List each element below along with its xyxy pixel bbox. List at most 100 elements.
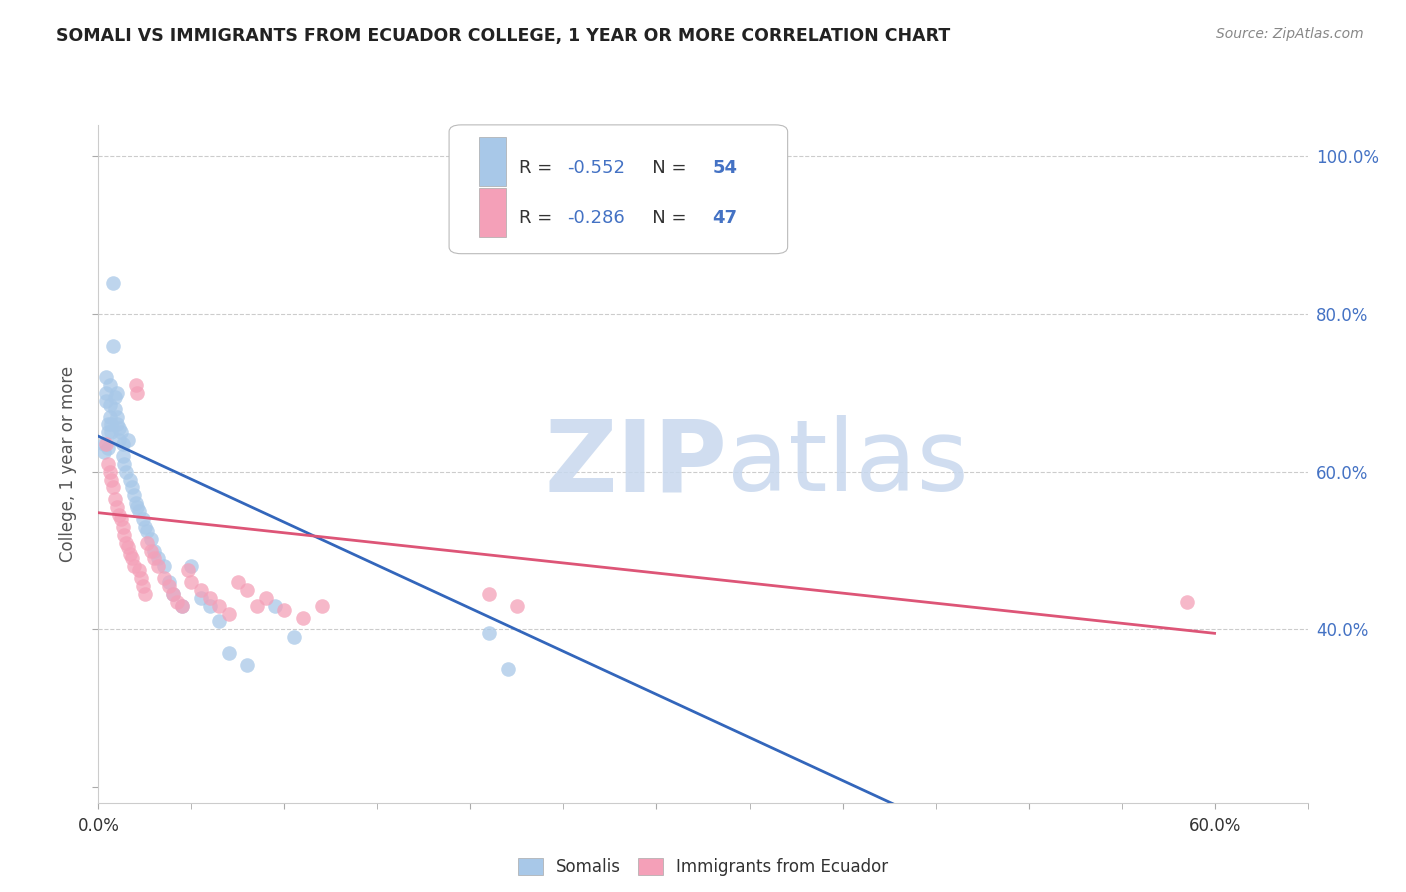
Point: [111, 449, 134, 463]
Point: [129, 571, 152, 585]
Point: [94, 393, 117, 408]
Point: [157, 579, 180, 593]
Point: [128, 563, 150, 577]
Point: [135, 524, 157, 538]
Point: [190, 582, 212, 597]
Point: [172, 599, 194, 613]
Point: [143, 551, 166, 566]
Point: [132, 512, 155, 526]
Text: ZIP: ZIP: [544, 416, 727, 512]
Point: [105, 385, 128, 400]
Point: [127, 500, 149, 515]
Point: [236, 582, 259, 597]
Point: [152, 559, 174, 574]
Point: [100, 417, 122, 432]
Point: [103, 338, 125, 352]
Point: [135, 535, 157, 549]
Point: [180, 575, 202, 590]
Text: N =: N =: [636, 209, 693, 227]
Point: [134, 587, 156, 601]
Point: [496, 662, 519, 676]
Point: [111, 520, 134, 534]
Point: [100, 425, 122, 440]
Point: [146, 551, 169, 566]
FancyBboxPatch shape: [479, 188, 506, 236]
Point: [105, 417, 128, 432]
Point: [104, 390, 127, 404]
Point: [97, 417, 120, 432]
Point: [245, 599, 267, 613]
Point: [273, 602, 295, 616]
Text: N =: N =: [636, 160, 693, 178]
Point: [264, 599, 287, 613]
Point: [94, 437, 117, 451]
Point: [117, 433, 139, 447]
Point: [118, 473, 141, 487]
Point: [172, 599, 194, 613]
Point: [118, 548, 141, 562]
Point: [115, 465, 138, 479]
Text: -0.286: -0.286: [568, 209, 626, 227]
Point: [208, 615, 231, 629]
Point: [122, 559, 145, 574]
Point: [122, 488, 145, 502]
Point: [506, 599, 529, 613]
Point: [152, 571, 174, 585]
Point: [117, 540, 139, 554]
Point: [166, 595, 188, 609]
Point: [103, 276, 125, 290]
Point: [110, 512, 132, 526]
Point: [105, 409, 128, 424]
Point: [218, 646, 240, 660]
Point: [104, 492, 127, 507]
Point: [283, 630, 305, 644]
Point: [114, 528, 136, 542]
Point: [121, 481, 143, 495]
Point: [180, 559, 202, 574]
Point: [104, 401, 127, 416]
FancyBboxPatch shape: [449, 125, 787, 253]
Point: [198, 591, 221, 605]
Point: [177, 563, 200, 577]
Point: [114, 457, 136, 471]
Point: [134, 520, 156, 534]
Point: [127, 385, 149, 400]
Point: [108, 421, 131, 435]
Legend: Somalis, Immigrants from Ecuador: Somalis, Immigrants from Ecuador: [512, 851, 894, 882]
Point: [208, 599, 231, 613]
Point: [100, 473, 122, 487]
Point: [108, 508, 131, 522]
Point: [111, 437, 134, 451]
Point: [98, 398, 121, 412]
Point: [124, 496, 146, 510]
Point: [108, 433, 131, 447]
Point: [132, 579, 155, 593]
Point: [97, 441, 120, 455]
Point: [254, 591, 277, 605]
Text: atlas: atlas: [727, 416, 969, 512]
Point: [97, 457, 120, 471]
FancyBboxPatch shape: [479, 137, 506, 186]
Point: [218, 607, 240, 621]
Point: [110, 425, 132, 440]
Point: [105, 500, 128, 515]
Point: [121, 551, 143, 566]
Text: SOMALI VS IMMIGRANTS FROM ECUADOR COLLEGE, 1 YEAR OR MORE CORRELATION CHART: SOMALI VS IMMIGRANTS FROM ECUADOR COLLEG…: [56, 27, 950, 45]
Point: [115, 535, 138, 549]
Point: [93, 445, 115, 459]
Point: [190, 591, 212, 605]
Point: [157, 575, 180, 590]
Point: [128, 504, 150, 518]
Point: [478, 626, 501, 640]
Point: [139, 532, 162, 546]
Point: [146, 559, 169, 574]
Point: [478, 587, 501, 601]
Text: 47: 47: [713, 209, 738, 227]
Point: [98, 378, 121, 392]
Point: [143, 543, 166, 558]
Point: [162, 587, 184, 601]
Point: [162, 587, 184, 601]
Point: [98, 409, 121, 424]
Point: [103, 481, 125, 495]
Point: [311, 599, 333, 613]
